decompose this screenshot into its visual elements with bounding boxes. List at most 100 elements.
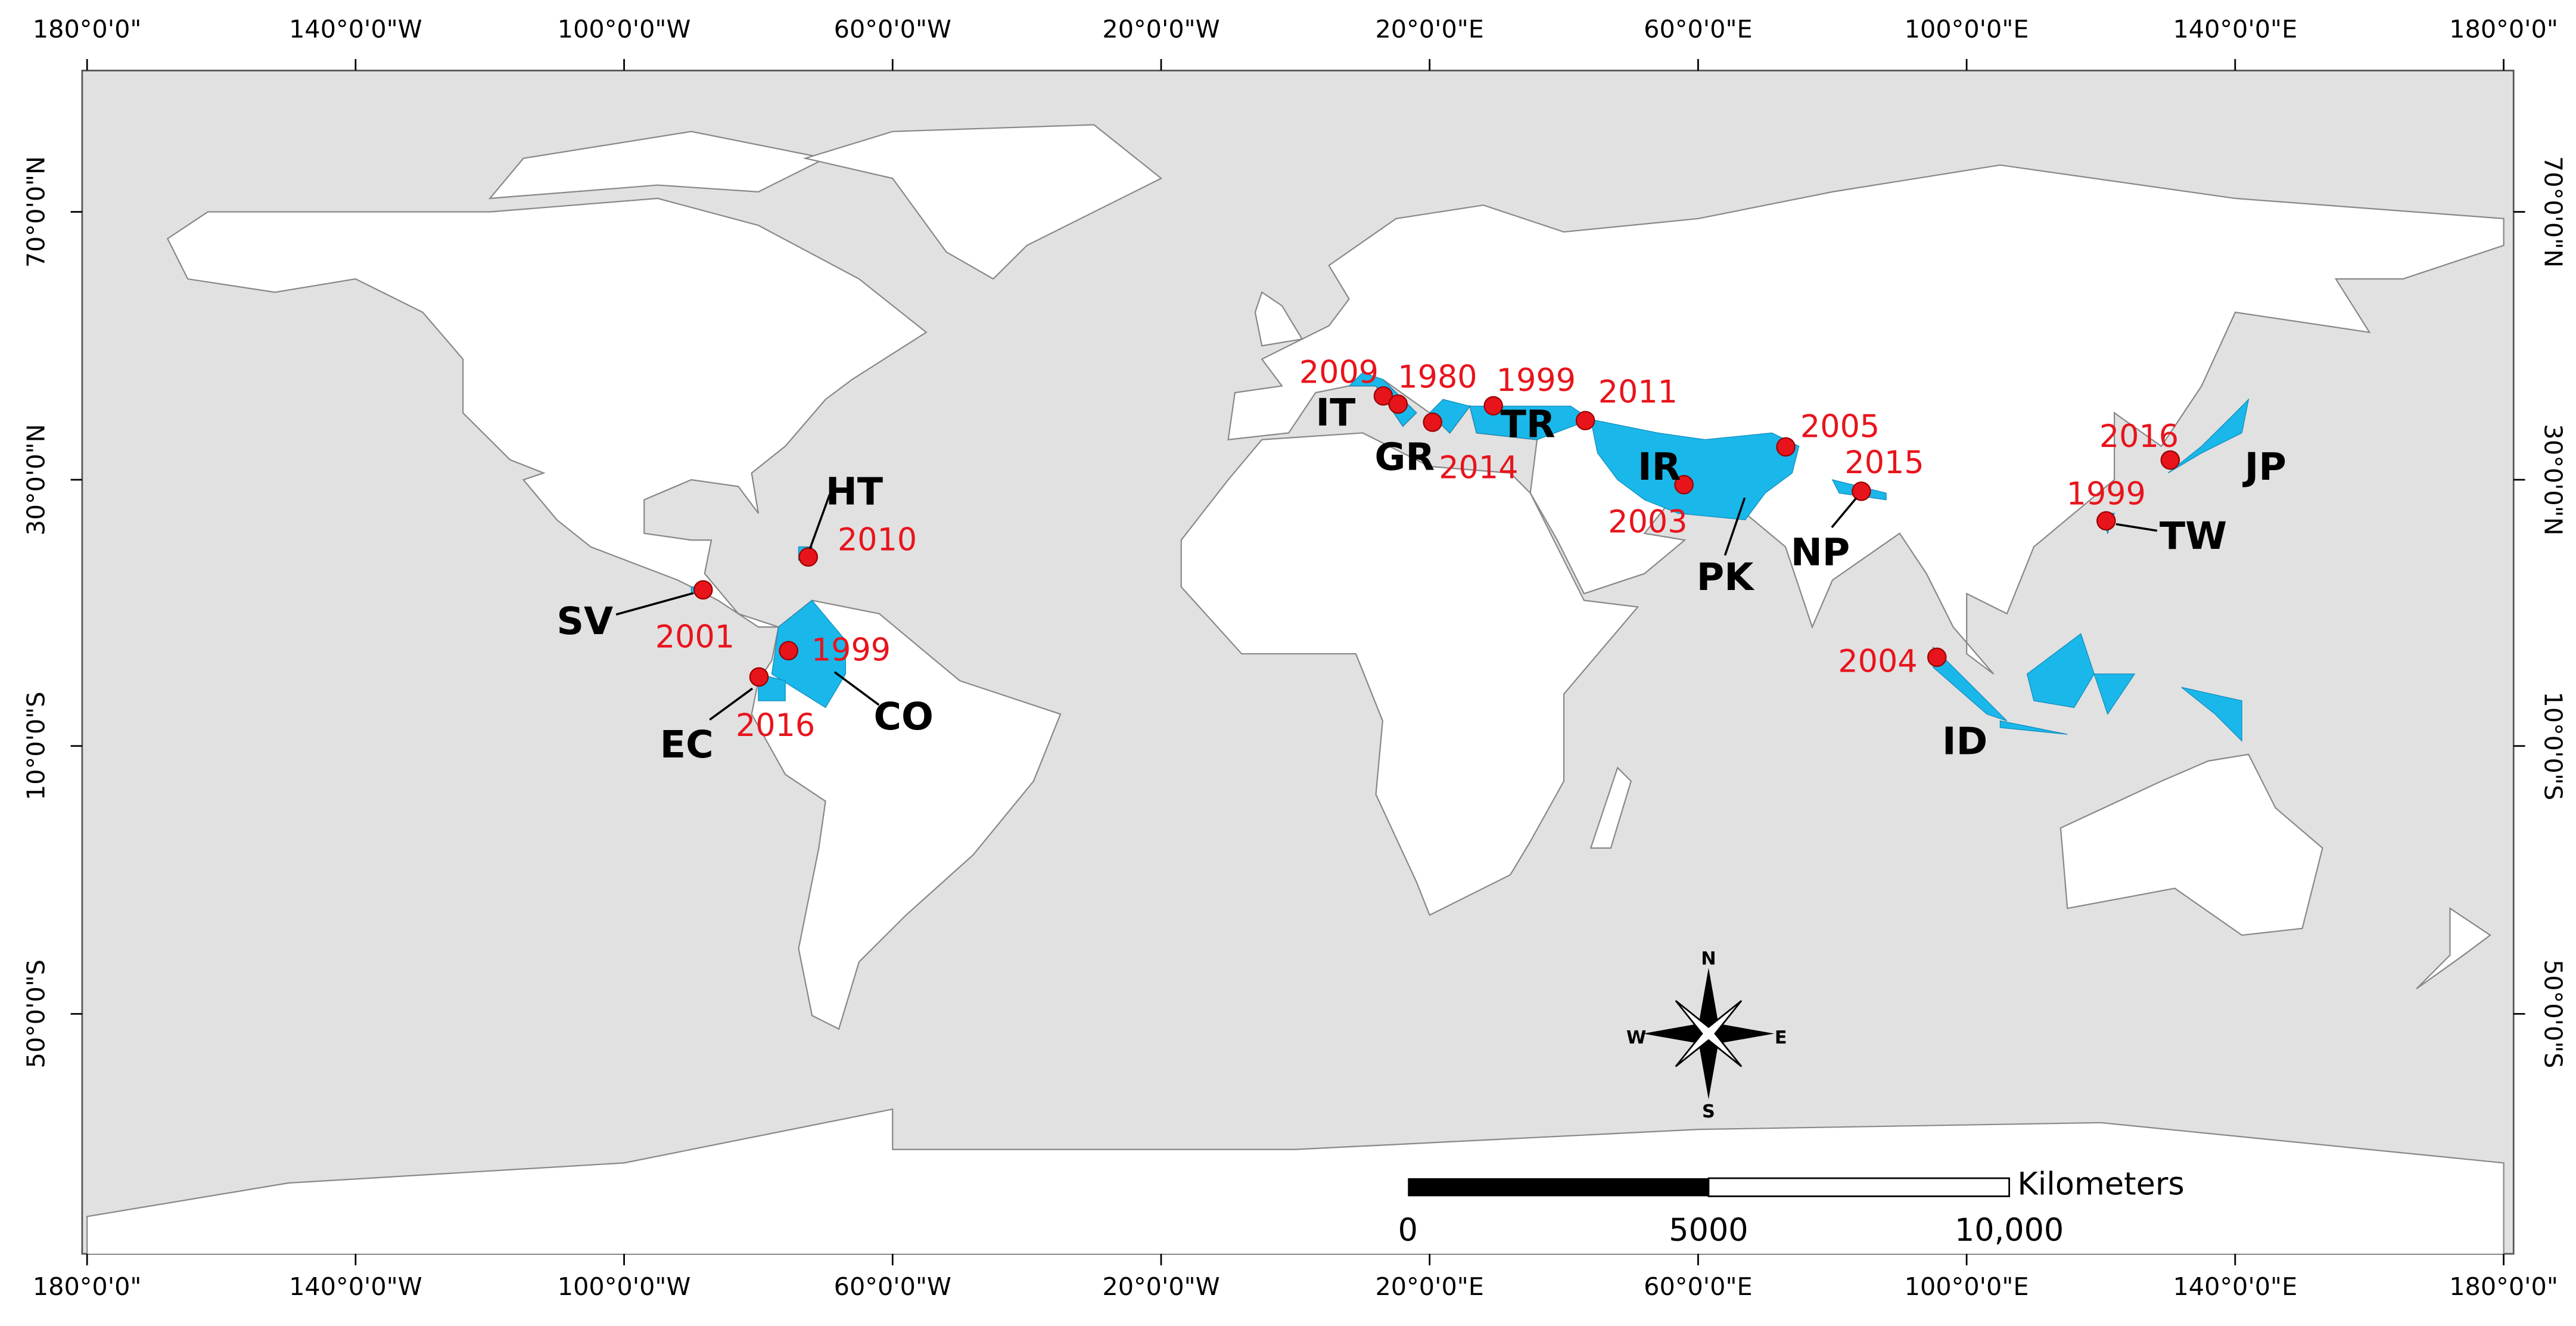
scale-bar-white — [1707, 1177, 2010, 1197]
land-south-america — [751, 600, 1062, 1030]
leader-line — [1831, 497, 1858, 529]
top-axis-label: 180°0'0" — [33, 15, 142, 44]
event-year: 2004 — [1838, 644, 1917, 680]
event-marker — [1575, 411, 1595, 431]
event-marker — [1388, 394, 1408, 414]
event-marker — [693, 580, 713, 600]
top-axis-label: 140°0'0"W — [289, 15, 422, 44]
highlighted-country — [2181, 687, 2242, 742]
land-greenland — [802, 124, 1163, 280]
land-new-zealand — [2416, 907, 2491, 989]
event-marker — [1373, 386, 1393, 406]
compass-letter: S — [1702, 1101, 1715, 1122]
leader-line — [833, 671, 880, 706]
country-code: EC — [660, 722, 714, 766]
left-axis-label: 10°0'0"S — [21, 691, 50, 800]
event-marker — [779, 641, 798, 661]
country-code: HT — [826, 469, 883, 513]
event-year: 2005 — [1800, 408, 1880, 445]
country-code: NP — [1791, 530, 1850, 574]
highlighted-country — [2167, 398, 2250, 474]
event-year: 2010 — [838, 522, 917, 558]
country-code: IT — [1316, 390, 1356, 434]
land-antarctica — [86, 1108, 2505, 1254]
compass-letter: E — [1775, 1027, 1787, 1048]
bottom-axis-label: 60°0'0"W — [834, 1272, 951, 1301]
right-axis-label: 70°0'0"N — [2539, 156, 2568, 268]
right-axis-label: 30°0'0"N — [2539, 424, 2568, 535]
scale-label: 0 — [1398, 1212, 1418, 1249]
leader-line — [1723, 497, 1746, 556]
compass-letter: N — [1701, 949, 1716, 970]
event-marker — [1852, 482, 1871, 501]
left-axis-label: 50°0'0"S — [21, 959, 50, 1069]
event-marker — [1483, 396, 1503, 416]
land — [86, 124, 2505, 1254]
bottom-axis-label: 20°0'0"E — [1375, 1272, 1483, 1301]
highlighted-country — [2093, 673, 2136, 715]
country-code: TR — [1501, 402, 1555, 446]
scale-bar-black — [1408, 1178, 1709, 1197]
compass-letter: W — [1626, 1027, 1646, 1048]
country-code: CO — [873, 694, 933, 738]
event-marker — [1776, 437, 1796, 457]
bottom-axis-label: 100°0'0"W — [558, 1272, 691, 1301]
highlighted-country — [2026, 633, 2095, 708]
compass-rose-diagonal — [1675, 1000, 1743, 1067]
top-axis-label: 140°0'0"E — [2173, 15, 2297, 44]
event-year: 2011 — [1598, 374, 1678, 410]
event-marker — [2160, 450, 2180, 470]
scale-unit: Kilometers — [2017, 1166, 2184, 1203]
bottom-axis-label: 100°0'0"E — [1905, 1272, 2029, 1301]
leader-line — [709, 687, 754, 721]
event-marker — [2096, 511, 2116, 531]
event-year: 1980 — [1398, 359, 1477, 396]
country-code: JP — [2242, 445, 2286, 489]
top-axis-label: 20°0'0"W — [1102, 15, 1219, 44]
top-axis-label: 100°0'0"E — [1905, 15, 2029, 44]
right-axis-label: 10°0'0"S — [2539, 691, 2568, 800]
bottom-axis-label: 140°0'0"W — [289, 1272, 422, 1301]
event-year: 1999 — [811, 632, 891, 668]
highlighted-country — [1590, 418, 1800, 521]
top-axis-label: 60°0'0"W — [834, 15, 951, 44]
left-axis-label: 30°0'0"N — [21, 424, 50, 535]
scale-label: 5000 — [1669, 1212, 1748, 1249]
event-marker — [1674, 475, 1694, 495]
overlay: 180°0'0" 140°0'0"W 100°0'0"W 60°0'0"W 20°0'0… — [21, 15, 2567, 1301]
event-marker — [749, 667, 769, 687]
land-britain — [1254, 291, 1303, 347]
event-year: 1999 — [1497, 362, 1576, 399]
left-axis-label: 70°0'0"N — [21, 156, 50, 268]
event-year: 2016 — [736, 707, 815, 744]
highlighted-country — [1999, 720, 2068, 735]
bottom-axis-label: 140°0'0"E — [2173, 1272, 2297, 1301]
event-year: 2001 — [655, 619, 735, 655]
country-code: ID — [1942, 719, 1987, 763]
top-axis-label: 100°0'0"W — [558, 15, 691, 44]
leader-line — [808, 494, 831, 549]
land-australia — [2059, 753, 2323, 936]
scale-label: 10,000 — [1955, 1212, 2064, 1249]
top-axis-label: 60°0'0"E — [1644, 15, 1752, 44]
country-code: GR — [1374, 434, 1435, 479]
country-code: TW — [2160, 514, 2227, 558]
event-year: 2015 — [1844, 445, 1924, 481]
event-year: 1999 — [2067, 476, 2146, 512]
leader-line — [615, 592, 694, 616]
leader-line — [2115, 523, 2158, 532]
land-madagascar — [1589, 766, 1632, 849]
country-code: SV — [556, 599, 613, 643]
event-marker — [1423, 412, 1442, 432]
event-marker — [1927, 647, 1947, 667]
land-africa — [1180, 432, 1639, 917]
right-axis-label: 50°0'0"S — [2539, 959, 2568, 1069]
highlighted-country — [771, 600, 847, 709]
bottom-axis-label: 180°0'0" — [33, 1272, 142, 1301]
country-code: PK — [1697, 555, 1755, 599]
event-marker — [798, 547, 819, 567]
event-year: 2009 — [1299, 354, 1379, 390]
top-axis-label: 20°0'0"E — [1375, 15, 1483, 44]
